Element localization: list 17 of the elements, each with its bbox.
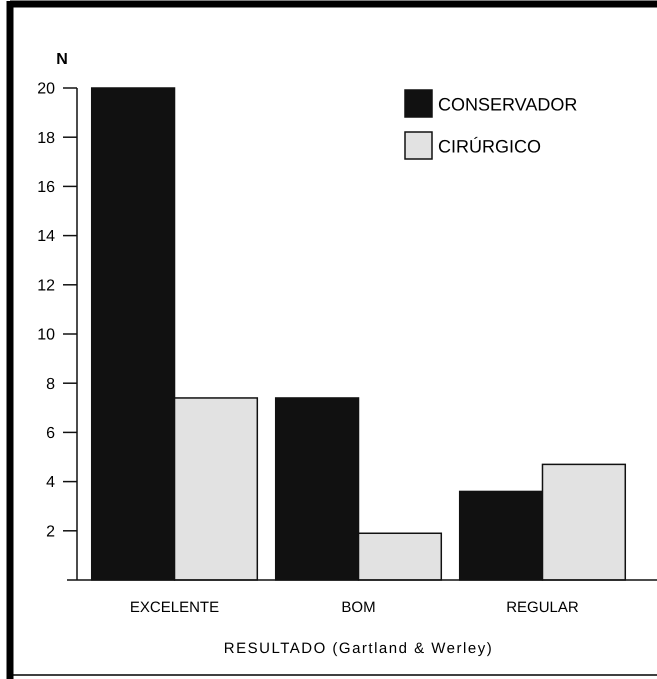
y-tick-label: 18	[37, 130, 56, 147]
legend-label: CIRÚRGICO	[438, 136, 541, 156]
x-tick-label: BOM	[341, 599, 376, 616]
y-tick-label: 16	[37, 179, 56, 196]
y-tick-label: 12	[37, 277, 56, 294]
x-tick-label: EXCELENTE	[130, 599, 220, 616]
y-tick-label: 14	[37, 228, 56, 246]
x-axis-title: RESULTADO (Gartland & Werley)	[224, 640, 494, 657]
y-tick-label: 8	[46, 376, 56, 393]
y-tick-label: 10	[37, 326, 56, 344]
x-tick-label: REGULAR	[506, 599, 579, 616]
y-tick-label: 6	[46, 425, 56, 442]
y-tick-label: 20	[37, 80, 56, 98]
y-tick-label: 2	[46, 523, 56, 540]
y-axis-title: N	[56, 51, 68, 68]
legend-label: CONSERVADOR	[438, 94, 578, 114]
y-tick-label: 4	[46, 474, 56, 492]
